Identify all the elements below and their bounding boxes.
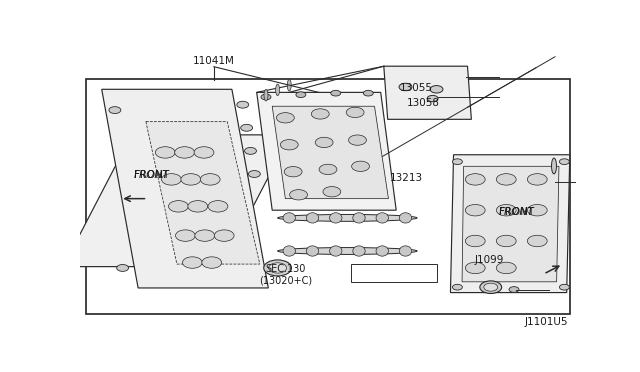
Circle shape [559, 284, 570, 290]
Circle shape [284, 167, 302, 177]
Circle shape [200, 174, 220, 185]
Ellipse shape [399, 246, 412, 256]
Ellipse shape [283, 213, 296, 223]
Ellipse shape [330, 246, 342, 256]
Circle shape [465, 205, 485, 216]
Circle shape [452, 284, 462, 290]
Circle shape [465, 262, 485, 274]
Polygon shape [63, 135, 291, 267]
Text: FRONT: FRONT [134, 170, 169, 180]
Ellipse shape [287, 80, 291, 91]
Circle shape [452, 159, 462, 164]
Circle shape [497, 262, 516, 274]
Polygon shape [384, 66, 472, 119]
Ellipse shape [353, 246, 365, 256]
Text: FRONT: FRONT [499, 207, 534, 217]
Circle shape [346, 107, 364, 118]
Circle shape [559, 159, 570, 164]
Circle shape [399, 83, 412, 91]
Circle shape [168, 201, 188, 212]
Circle shape [276, 113, 294, 123]
Text: 11041M: 11041M [193, 56, 235, 66]
Ellipse shape [330, 213, 342, 223]
Circle shape [261, 94, 271, 100]
Circle shape [484, 283, 498, 291]
Circle shape [202, 257, 221, 268]
Circle shape [296, 92, 306, 97]
Text: SEC.130: SEC.130 [266, 264, 306, 275]
Polygon shape [146, 122, 260, 264]
Polygon shape [451, 155, 570, 293]
Ellipse shape [278, 214, 417, 221]
Ellipse shape [399, 213, 412, 223]
Circle shape [175, 230, 195, 241]
Bar [86, 79, 570, 314]
Circle shape [527, 174, 547, 185]
Ellipse shape [552, 158, 556, 174]
Circle shape [349, 135, 366, 145]
Ellipse shape [307, 213, 319, 223]
Ellipse shape [276, 84, 280, 96]
Polygon shape [257, 92, 396, 210]
Circle shape [430, 86, 443, 93]
Circle shape [208, 201, 228, 212]
Circle shape [237, 101, 249, 108]
Circle shape [315, 137, 333, 148]
Text: FRONT: FRONT [499, 207, 534, 217]
Circle shape [175, 147, 195, 158]
Circle shape [182, 257, 202, 268]
Circle shape [364, 90, 373, 96]
Ellipse shape [376, 246, 388, 256]
Circle shape [156, 147, 175, 158]
Circle shape [195, 230, 214, 241]
Circle shape [194, 147, 214, 158]
Circle shape [509, 287, 519, 292]
Polygon shape [272, 106, 388, 199]
Circle shape [181, 174, 201, 185]
Circle shape [244, 147, 257, 154]
Circle shape [497, 205, 516, 216]
Polygon shape [102, 89, 268, 288]
Ellipse shape [264, 90, 268, 101]
Circle shape [497, 235, 516, 247]
Circle shape [351, 161, 369, 171]
Ellipse shape [353, 213, 365, 223]
Text: FRONT: FRONT [134, 170, 169, 180]
Text: 13055: 13055 [400, 83, 433, 93]
Text: J1101U5: J1101U5 [525, 317, 568, 327]
Circle shape [480, 281, 502, 294]
Circle shape [311, 109, 329, 119]
Text: 13058: 13058 [406, 98, 440, 108]
Circle shape [109, 107, 121, 113]
Text: (13020+C): (13020+C) [259, 276, 312, 286]
Circle shape [319, 164, 337, 174]
Circle shape [188, 201, 208, 212]
Circle shape [527, 235, 547, 247]
Circle shape [331, 90, 340, 96]
Circle shape [264, 260, 291, 276]
Text: J1099: J1099 [475, 255, 504, 265]
Circle shape [465, 235, 485, 247]
Ellipse shape [307, 246, 319, 256]
Circle shape [323, 186, 341, 197]
Circle shape [465, 174, 485, 185]
Text: 13213: 13213 [390, 173, 423, 183]
Circle shape [116, 264, 129, 272]
Ellipse shape [376, 213, 388, 223]
Circle shape [280, 140, 298, 150]
Circle shape [497, 174, 516, 185]
Circle shape [161, 174, 181, 185]
Polygon shape [462, 166, 559, 282]
Circle shape [290, 190, 307, 200]
Circle shape [269, 263, 287, 273]
Circle shape [248, 171, 260, 177]
Circle shape [241, 124, 253, 131]
Bar [351, 264, 436, 282]
Circle shape [427, 95, 438, 102]
Circle shape [214, 230, 234, 241]
Circle shape [527, 205, 547, 216]
Ellipse shape [278, 247, 417, 254]
Ellipse shape [283, 246, 296, 256]
